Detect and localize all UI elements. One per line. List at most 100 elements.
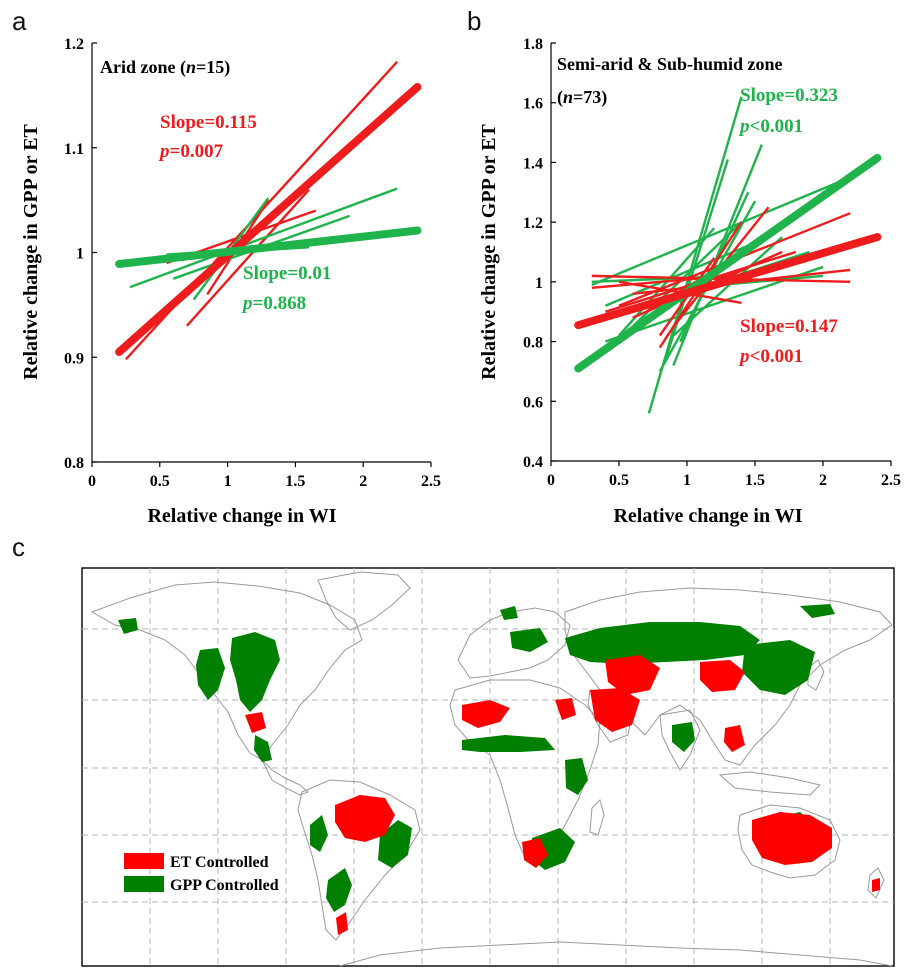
site-gpp-line <box>647 96 743 414</box>
legend-swatch-et <box>124 853 164 869</box>
x-axis-title-b: Relative change in WI <box>613 505 802 527</box>
site-gpp-line <box>604 235 770 307</box>
gpp-region-canada-plains <box>230 632 280 712</box>
gpp-region-east-africa <box>565 758 588 795</box>
map-legend: ET Controlled GPP Controlled <box>124 853 279 894</box>
gpp-region-europe-east <box>510 628 548 652</box>
legend-label-et: ET Controlled <box>170 854 269 871</box>
et-p-b: p<0.001 <box>738 346 803 367</box>
x-tick-label: 1 <box>224 473 232 490</box>
panel-letter-a: a <box>12 6 27 36</box>
y-tick-label: 0.6 <box>523 394 543 411</box>
y-tick-label: 1 <box>76 246 84 263</box>
x-tick-label: 2.5 <box>421 473 441 490</box>
north-america-outline <box>90 581 363 761</box>
gpp-region-scandinavia <box>500 606 518 620</box>
gpp-region-alaska <box>118 618 138 634</box>
europe-outline <box>457 607 571 679</box>
panel-letter-b: b <box>467 6 481 36</box>
madagascar-outline <box>589 799 605 836</box>
gpp-slope-a: Slope=0.01 <box>243 263 331 284</box>
et-p-a: p=0.007 <box>158 141 224 162</box>
et-region-east-africa <box>555 698 576 720</box>
central-america-outline <box>261 759 309 796</box>
y-tick-label: 1.8 <box>523 36 543 53</box>
antarctica-outline <box>339 941 893 967</box>
panel-letter-c: c <box>12 532 25 562</box>
x-tick-label: 2 <box>359 473 367 490</box>
gpp-region-india <box>672 722 695 752</box>
gpp-p-b: p<0.001 <box>738 116 803 137</box>
overall-gpp-line <box>574 153 882 373</box>
y-tick-label: 0.9 <box>64 350 84 367</box>
et-region-central-asia <box>605 655 660 695</box>
y-tick-label: 1.6 <box>523 96 543 113</box>
y-tick-label: 1 <box>535 275 543 292</box>
site-gpp-line <box>672 236 784 337</box>
gpp-controlled-regions <box>118 604 835 912</box>
legend-swatch-gpp <box>124 876 164 892</box>
site-gpp-line <box>672 144 763 366</box>
gpp-region-sahel <box>462 735 555 752</box>
x-tick-label: 1.5 <box>285 473 305 490</box>
et-region-us-south <box>245 712 266 733</box>
japan-outline <box>807 659 825 691</box>
et-region-southern-africa <box>522 838 548 868</box>
y-tick-label: 0.8 <box>64 455 84 472</box>
y-axis-title-b: Relative change in GPP or ET <box>478 123 500 379</box>
australia-outline <box>737 804 841 879</box>
x-tick-label: 0 <box>547 472 555 489</box>
et-slope-a: Slope=0.115 <box>160 112 257 133</box>
et-region-amazon <box>335 795 395 842</box>
map-panel-c: ET Controlled GPP Controlled <box>81 567 895 967</box>
south-america-outline <box>297 779 421 941</box>
et-region-arabia <box>590 688 640 732</box>
x-tick-label: 0.5 <box>609 472 629 489</box>
gpp-slope-b: Slope=0.323 <box>740 85 838 106</box>
chart-panel-b: 0 0.5 1 1.5 2 2.5 0.4 0.6 0.8 1 1.2 1.4 1.6 1.8 Relat… <box>478 36 901 527</box>
site-gpp-line <box>129 187 398 289</box>
y-tick-label: 0.8 <box>523 335 543 352</box>
et-controlled-regions <box>245 655 880 935</box>
y-axis-title-a: Relative change in GPP or ET <box>20 123 42 379</box>
x-tick-label: 0.5 <box>150 473 170 490</box>
et-region-southeast-asia <box>724 725 745 752</box>
x-tick-label: 2.5 <box>881 472 901 489</box>
site-et-line <box>186 188 310 327</box>
x-tick-label: 2 <box>819 472 827 489</box>
gpp-region-andes <box>310 815 328 852</box>
zone-label-a: Arid zone (n=15) <box>100 57 230 78</box>
x-tick-label: 1 <box>683 472 691 489</box>
y-tick-label: 1.2 <box>64 36 84 53</box>
overall-et-line <box>574 233 882 330</box>
indonesia-outline <box>718 771 821 796</box>
gpp-region-siberia <box>800 604 835 618</box>
y-tick-label: 0.4 <box>523 454 543 471</box>
chart-panel-a: 0 0.5 1 1.5 2 2.5 0.8 0.9 1 1.1 1.2 Relative chang… <box>20 36 441 527</box>
overall-gpp-line <box>115 226 422 269</box>
et-slope-b: Slope=0.147 <box>740 316 838 337</box>
zone-label-b: Semi-arid & Sub-humid zone <box>557 54 783 74</box>
overall-et-line <box>115 82 422 357</box>
gpp-region-eurasia-steppe <box>565 622 760 664</box>
india-outline <box>659 709 701 771</box>
gpp-p-a: p=0.868 <box>241 293 306 314</box>
x-tick-label: 0 <box>88 473 96 490</box>
et-region-australia-interior <box>752 812 832 865</box>
site-gpp-line <box>591 176 851 286</box>
gpp-region-mexico <box>254 735 272 762</box>
et-region-new-zealand <box>872 878 880 892</box>
y-tick-label: 1.2 <box>523 215 543 232</box>
greenland-outline <box>317 571 411 631</box>
et-region-south-america-south <box>336 912 348 935</box>
x-axis-title-a: Relative change in WI <box>147 505 336 527</box>
x-tick-label: 1.5 <box>745 472 765 489</box>
map-graticule <box>82 568 894 966</box>
gpp-region-us-west <box>196 648 225 700</box>
et-region-china-north <box>700 660 745 692</box>
et-region-sahara <box>462 700 510 728</box>
y-tick-label: 1.1 <box>64 141 84 158</box>
zone-n-b: (n=73) <box>557 87 607 108</box>
